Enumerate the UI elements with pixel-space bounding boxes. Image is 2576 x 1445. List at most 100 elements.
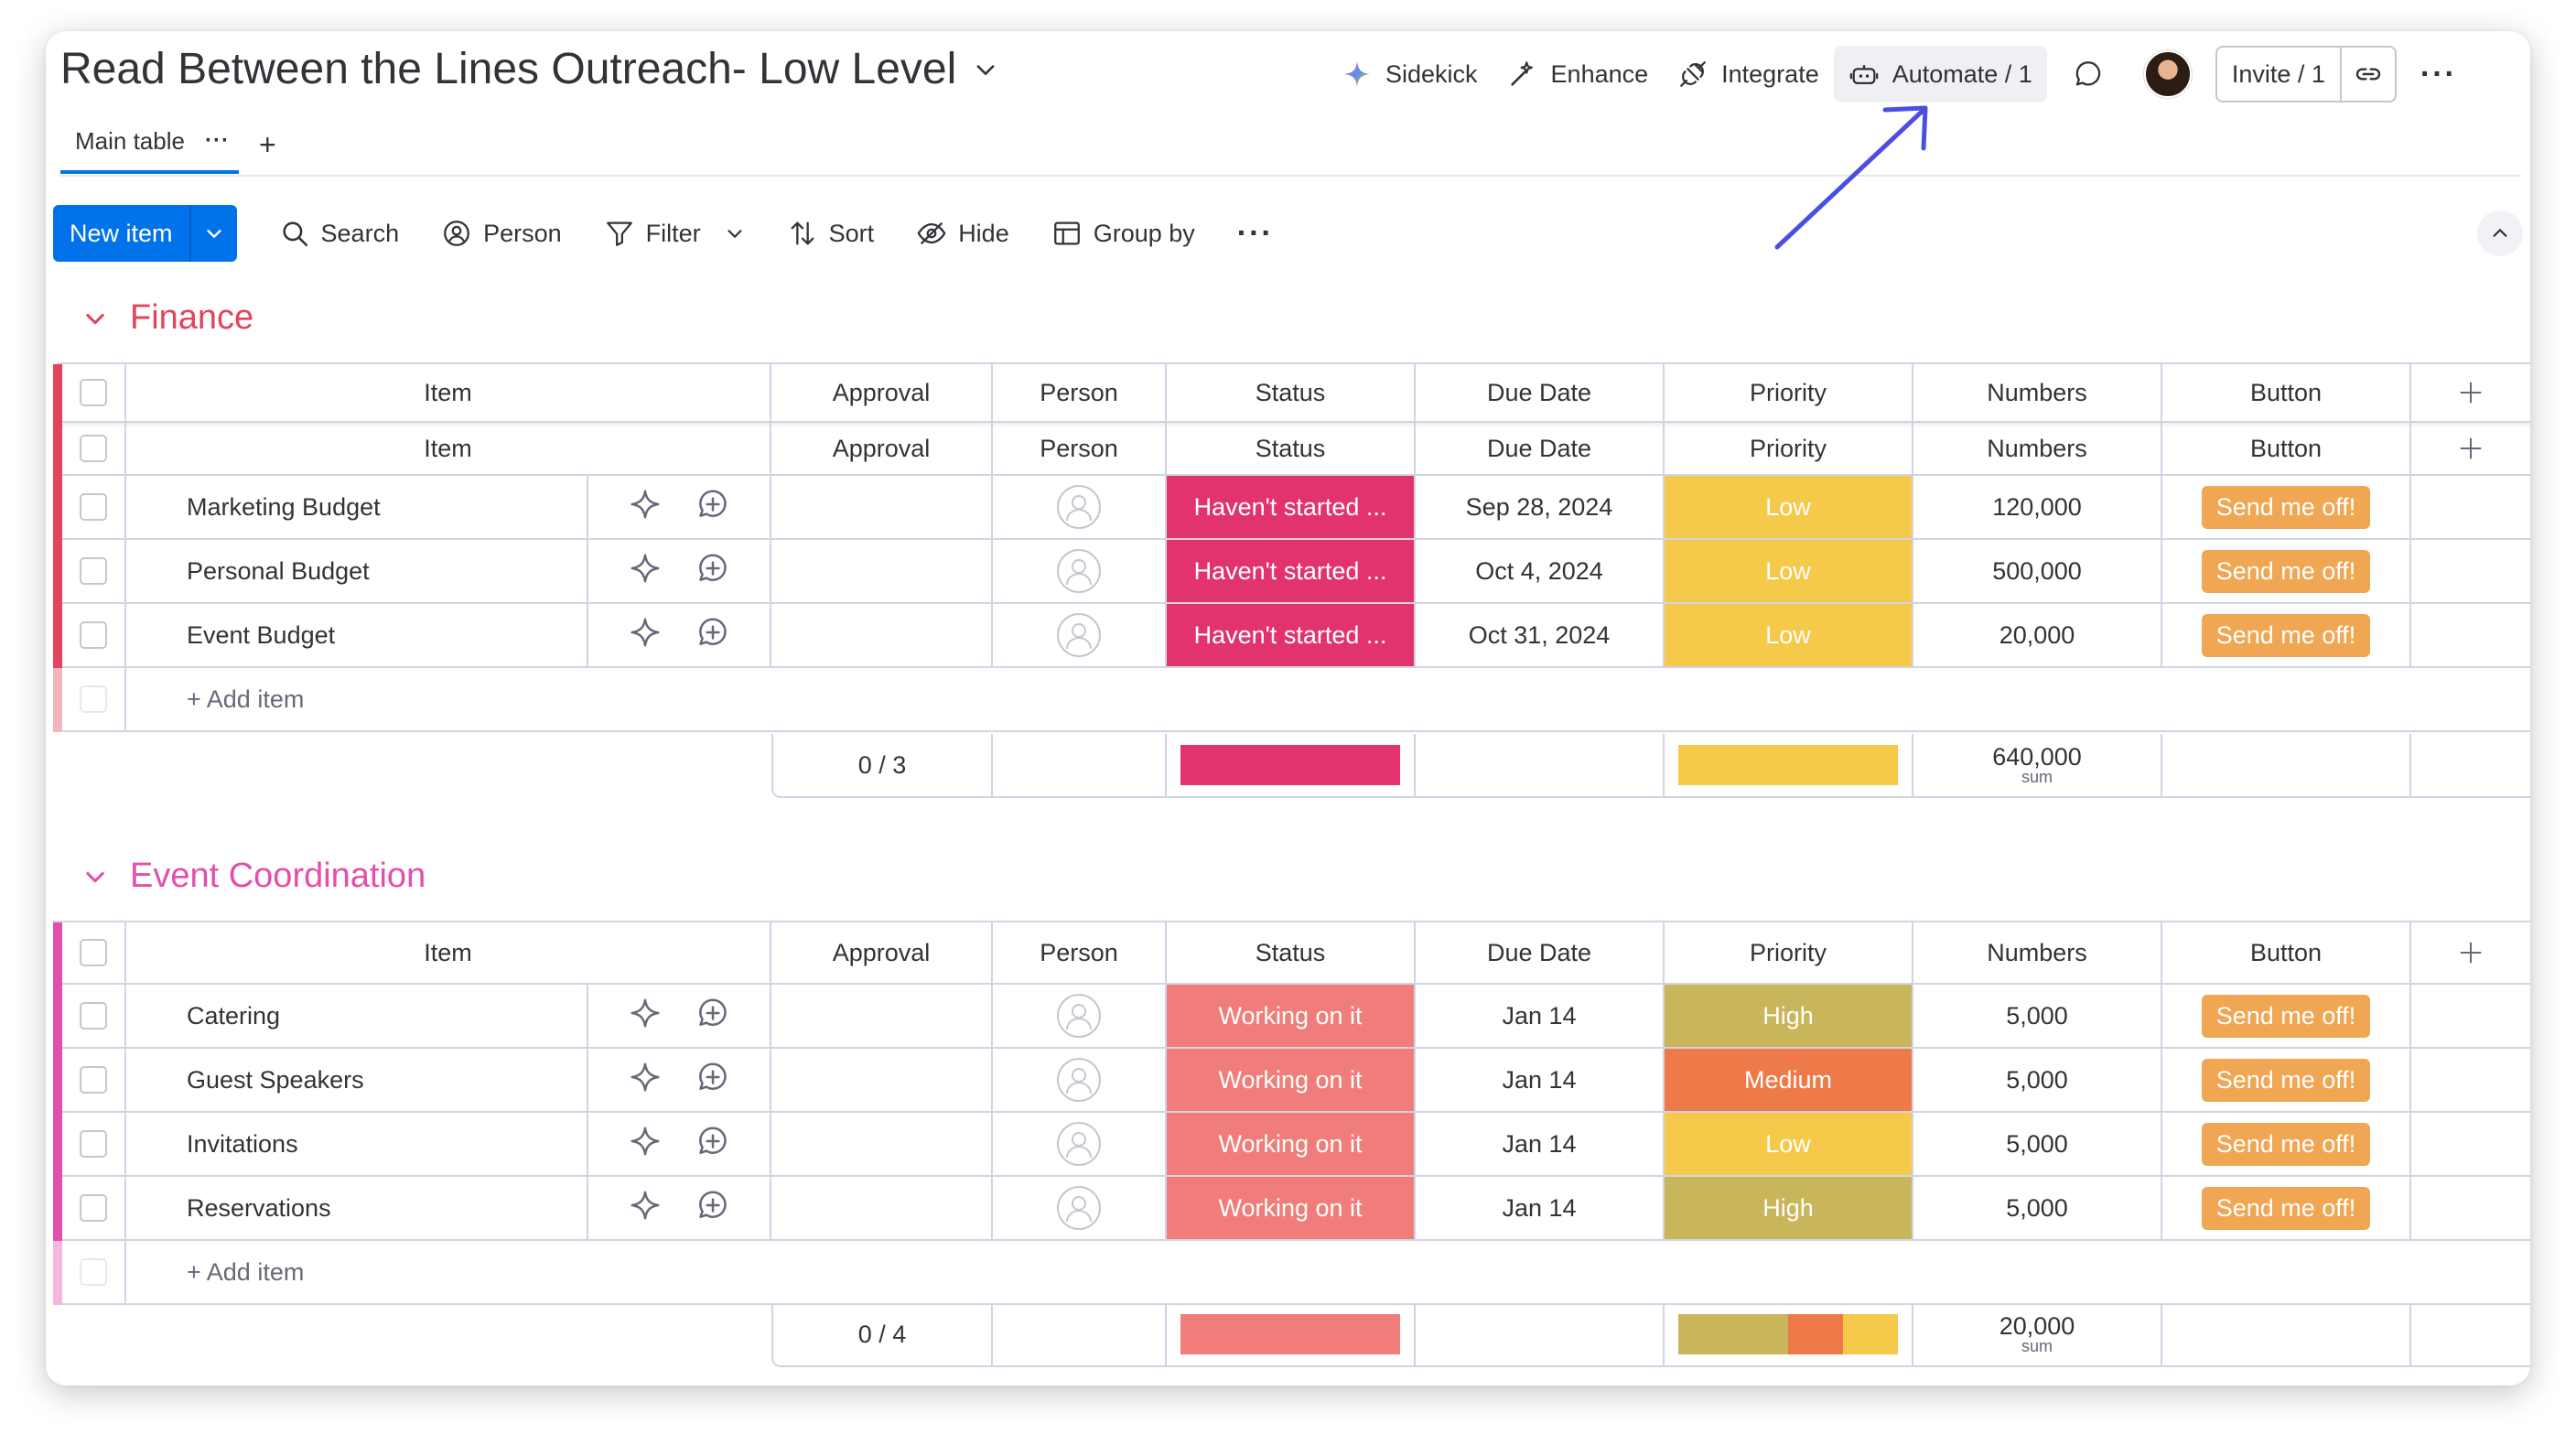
collapse-header-button[interactable] bbox=[2477, 210, 2523, 256]
row-checkbox[interactable] bbox=[62, 604, 126, 668]
column-header-status[interactable]: Status bbox=[1167, 922, 1416, 985]
chevron-down-icon[interactable] bbox=[725, 223, 745, 243]
row-checkbox[interactable] bbox=[62, 1177, 126, 1241]
due-date-cell[interactable]: Oct 31, 2024 bbox=[1416, 604, 1665, 668]
table-row[interactable]: Invitations Working on it Jan 14 Low 5,000 Se… bbox=[53, 1113, 2530, 1177]
column-header-numbers[interactable]: Numbers bbox=[1913, 364, 2162, 423]
row-checkbox[interactable] bbox=[62, 476, 126, 540]
updates-button[interactable] bbox=[2060, 46, 2117, 102]
priority-cell[interactable]: Low bbox=[1665, 604, 1913, 668]
item-name[interactable]: Reservations bbox=[126, 1177, 588, 1241]
column-header-person[interactable]: Person bbox=[993, 364, 1167, 423]
more-menu-icon[interactable]: ··· bbox=[2420, 56, 2457, 92]
due-date-cell[interactable]: Sep 28, 2024 bbox=[1416, 476, 1665, 540]
numbers-cell[interactable]: 5,000 bbox=[1913, 1113, 2162, 1177]
add-update-icon[interactable] bbox=[695, 996, 730, 1037]
column-header-numbers[interactable]: Numbers bbox=[1913, 922, 2162, 985]
approval-cell[interactable] bbox=[771, 1113, 993, 1177]
sidekick-button[interactable]: Sidekick bbox=[1327, 46, 1493, 102]
column-header-due-date[interactable]: Due Date bbox=[1416, 922, 1665, 985]
column-header-due-date[interactable]: Due Date bbox=[1416, 364, 1665, 423]
add-view-button[interactable]: + bbox=[258, 127, 276, 161]
add-update-icon[interactable] bbox=[695, 615, 730, 656]
priority-cell[interactable]: High bbox=[1665, 1177, 1913, 1241]
add-update-icon[interactable] bbox=[695, 487, 730, 528]
approval-cell[interactable] bbox=[771, 604, 993, 668]
numbers-cell[interactable]: 20,000 bbox=[1913, 604, 2162, 668]
person-cell[interactable] bbox=[993, 604, 1167, 668]
due-date-cell[interactable]: Jan 14 bbox=[1416, 1113, 1665, 1177]
due-date-cell[interactable]: Oct 4, 2024 bbox=[1416, 540, 1665, 604]
row-checkbox[interactable] bbox=[62, 540, 126, 604]
group-by-button[interactable]: Group by bbox=[1051, 218, 1195, 249]
numbers-cell[interactable]: 500,000 bbox=[1913, 540, 2162, 604]
due-date-cell[interactable]: Jan 14 bbox=[1416, 1177, 1665, 1241]
add-item-input[interactable]: + Add item bbox=[126, 668, 2530, 732]
column-header-person[interactable]: Person bbox=[993, 922, 1167, 985]
person-filter-button[interactable]: Person bbox=[441, 218, 562, 249]
table-row[interactable]: Personal Budget Haven't started ... Oct 4,… bbox=[53, 540, 2530, 604]
item-name[interactable]: Invitations bbox=[126, 1113, 588, 1177]
column-header-button[interactable]: Button bbox=[2162, 922, 2411, 985]
person-cell[interactable] bbox=[993, 1049, 1167, 1113]
add-item-input[interactable]: + Add item bbox=[126, 1241, 2530, 1305]
chevron-down-icon[interactable] bbox=[82, 306, 108, 331]
table-row[interactable]: Event Budget Haven't started ... Oct 31, 2… bbox=[53, 604, 2530, 668]
hide-button[interactable]: Hide bbox=[916, 218, 1009, 249]
person-cell[interactable] bbox=[993, 1177, 1167, 1241]
column-header-approval[interactable]: Approval bbox=[771, 922, 993, 985]
table-row[interactable]: Catering Working on it Jan 14 High 5,000 Send… bbox=[53, 985, 2530, 1049]
person-cell[interactable] bbox=[993, 1113, 1167, 1177]
priority-cell[interactable]: Low bbox=[1665, 476, 1913, 540]
new-item-button[interactable]: New item bbox=[53, 205, 237, 262]
status-cell[interactable]: Working on it bbox=[1167, 985, 1416, 1049]
approval-cell[interactable] bbox=[771, 1049, 993, 1113]
column-header-person[interactable]: Person bbox=[993, 423, 1167, 476]
copy-link-button[interactable] bbox=[2342, 48, 2395, 101]
status-cell[interactable]: Haven't started ... bbox=[1167, 476, 1416, 540]
ai-sparkle-icon[interactable] bbox=[628, 1060, 663, 1101]
new-item-dropdown[interactable] bbox=[189, 205, 237, 262]
table-row[interactable]: Marketing Budget Haven't started ... Sep 2… bbox=[53, 476, 2530, 540]
add-update-icon[interactable] bbox=[695, 1188, 730, 1229]
select-all-checkbox[interactable] bbox=[62, 423, 126, 476]
column-header-priority[interactable]: Priority bbox=[1665, 423, 1913, 476]
column-header-numbers[interactable]: Numbers bbox=[1913, 423, 2162, 476]
ai-sparkle-icon[interactable] bbox=[628, 996, 663, 1037]
automate-button[interactable]: Automate / 1 bbox=[1833, 46, 2047, 102]
integrate-button[interactable]: Integrate bbox=[1663, 46, 1834, 102]
column-header-status[interactable]: Status bbox=[1167, 364, 1416, 423]
due-date-cell[interactable]: Jan 14 bbox=[1416, 985, 1665, 1049]
status-summary[interactable] bbox=[1167, 1303, 1416, 1367]
board-title[interactable]: Read Between the Lines Outreach- Low Lev… bbox=[60, 44, 998, 94]
column-header-item[interactable]: Item bbox=[126, 423, 771, 476]
row-checkbox[interactable] bbox=[62, 985, 126, 1049]
priority-summary[interactable] bbox=[1665, 1303, 1913, 1367]
send-me-off-button[interactable]: Send me off! bbox=[2201, 994, 2371, 1038]
add-update-icon[interactable] bbox=[695, 1124, 730, 1165]
column-header-button[interactable]: Button bbox=[2162, 423, 2411, 476]
status-cell[interactable]: Working on it bbox=[1167, 1177, 1416, 1241]
column-header-due-date[interactable]: Due Date bbox=[1416, 423, 1665, 476]
item-name[interactable]: Catering bbox=[126, 985, 588, 1049]
chevron-down-icon[interactable] bbox=[973, 57, 998, 82]
send-me-off-button[interactable]: Send me off! bbox=[2201, 485, 2371, 529]
invite-button[interactable]: Invite / 1 bbox=[2217, 48, 2342, 101]
status-summary[interactable] bbox=[1167, 734, 1416, 798]
column-header-priority[interactable]: Priority bbox=[1665, 922, 1913, 985]
filter-button[interactable]: Filter bbox=[604, 218, 745, 249]
ai-sparkle-icon[interactable] bbox=[628, 551, 663, 592]
send-me-off-button[interactable]: Send me off! bbox=[2201, 1058, 2371, 1102]
priority-cell[interactable]: Medium bbox=[1665, 1049, 1913, 1113]
numbers-cell[interactable]: 5,000 bbox=[1913, 985, 2162, 1049]
item-name[interactable]: Personal Budget bbox=[126, 540, 588, 604]
numbers-cell[interactable]: 5,000 bbox=[1913, 1049, 2162, 1113]
priority-summary[interactable] bbox=[1665, 734, 1913, 798]
send-me-off-button[interactable]: Send me off! bbox=[2201, 1122, 2371, 1166]
send-me-off-button[interactable]: Send me off! bbox=[2201, 1186, 2371, 1230]
column-header-item[interactable]: Item bbox=[126, 922, 771, 985]
chevron-down-icon[interactable] bbox=[82, 864, 108, 890]
status-cell[interactable]: Haven't started ... bbox=[1167, 540, 1416, 604]
approval-cell[interactable] bbox=[771, 985, 993, 1049]
tab-options-icon[interactable]: ··· bbox=[204, 128, 230, 153]
